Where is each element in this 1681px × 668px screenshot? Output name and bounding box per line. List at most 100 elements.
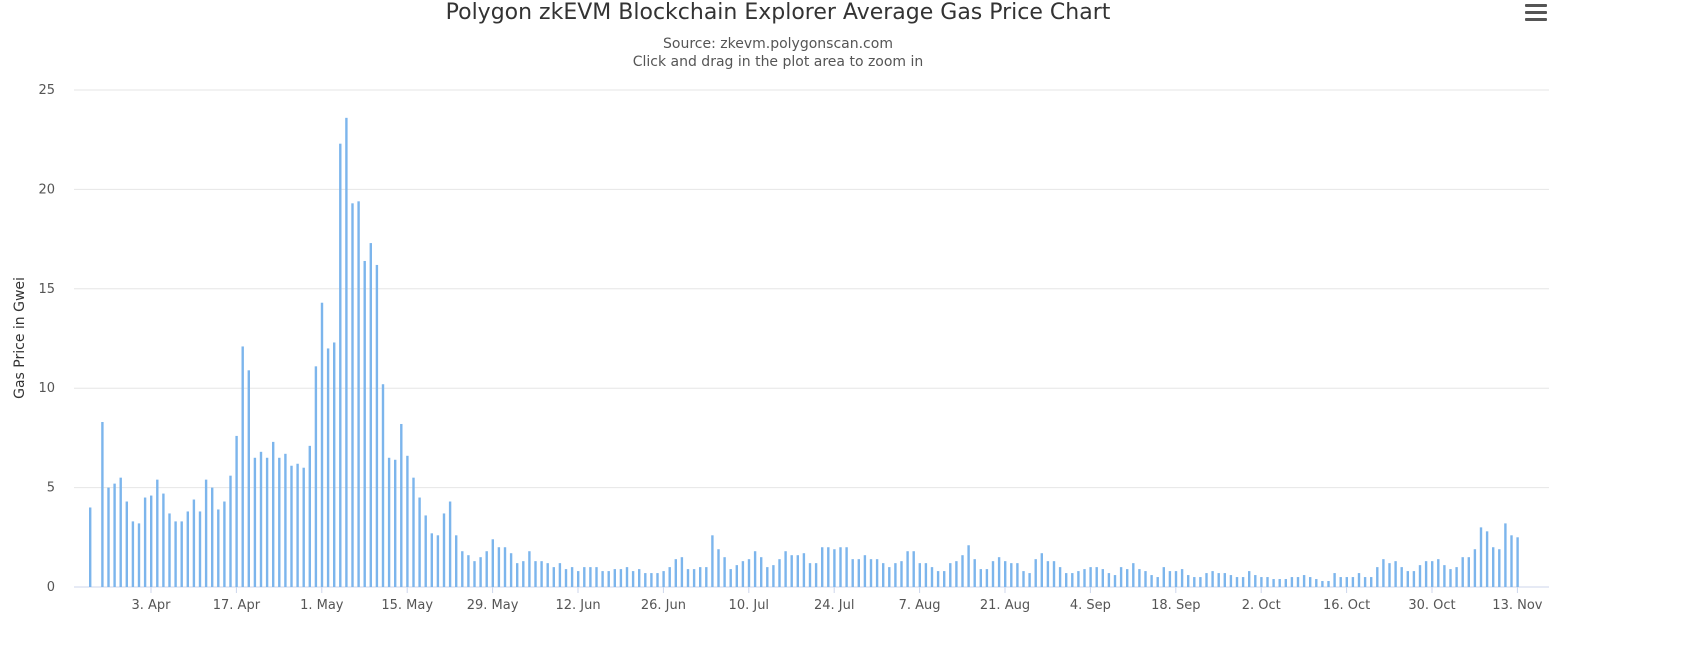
gas-price-bar[interactable]: [400, 423, 403, 587]
gas-price-bar[interactable]: [265, 457, 269, 587]
gas-price-bar[interactable]: [357, 201, 360, 587]
gas-price-bar[interactable]: [558, 563, 562, 587]
gas-price-bar[interactable]: [790, 555, 793, 587]
gas-price-bar[interactable]: [900, 561, 903, 587]
gas-price-bar[interactable]: [479, 557, 482, 587]
gas-price-bar[interactable]: [985, 569, 989, 587]
gas-price-bar[interactable]: [814, 563, 818, 587]
gas-price-bar[interactable]: [89, 507, 92, 587]
gas-price-bar[interactable]: [1144, 571, 1147, 587]
gas-price-bar[interactable]: [1065, 573, 1068, 587]
gas-price-bar[interactable]: [796, 555, 799, 587]
gas-price-bar[interactable]: [223, 501, 226, 587]
gas-price-bar[interactable]: [1357, 573, 1361, 587]
gas-price-bar[interactable]: [1290, 577, 1294, 587]
gas-price-bar[interactable]: [1205, 573, 1208, 587]
gas-price-bar[interactable]: [1095, 567, 1098, 587]
gas-price-bar[interactable]: [150, 495, 153, 587]
gas-price-bar[interactable]: [839, 547, 842, 587]
gas-price-bar[interactable]: [1455, 567, 1458, 587]
gas-price-bar[interactable]: [1437, 559, 1440, 587]
gas-price-bar[interactable]: [674, 559, 677, 587]
gas-price-bar[interactable]: [924, 563, 928, 587]
gas-price-bar[interactable]: [1132, 563, 1135, 587]
gas-price-bar[interactable]: [241, 346, 244, 587]
gas-price-bar[interactable]: [180, 521, 183, 587]
gas-price-bar[interactable]: [1248, 571, 1251, 587]
gas-price-bar[interactable]: [107, 487, 110, 587]
gas-price-bar[interactable]: [1119, 567, 1123, 587]
gas-price-bar[interactable]: [1217, 573, 1220, 587]
gas-price-bar[interactable]: [1107, 573, 1111, 587]
gas-price-bar[interactable]: [125, 501, 128, 587]
gas-price-bar[interactable]: [1467, 557, 1470, 587]
gas-price-bar[interactable]: [491, 539, 494, 587]
gas-price-bar[interactable]: [778, 559, 781, 587]
gas-price-bar[interactable]: [1034, 559, 1037, 587]
gas-price-bar[interactable]: [979, 569, 982, 587]
gas-price-bar[interactable]: [1016, 563, 1019, 587]
gas-price-bar[interactable]: [711, 535, 714, 587]
gas-price-bar[interactable]: [570, 567, 574, 587]
gas-price-bar[interactable]: [284, 453, 287, 587]
gas-price-bar[interactable]: [619, 569, 623, 587]
gas-price-bar[interactable]: [991, 561, 995, 587]
gas-price-bar[interactable]: [668, 567, 671, 587]
gas-price-bar[interactable]: [375, 264, 379, 587]
gas-price-bar[interactable]: [1309, 577, 1312, 587]
gas-price-bar[interactable]: [436, 535, 440, 587]
gas-price-bar[interactable]: [540, 561, 543, 587]
gas-price-bar[interactable]: [101, 421, 104, 587]
chart-menu-icon[interactable]: [1525, 4, 1547, 24]
gas-price-bar[interactable]: [882, 563, 885, 587]
gas-price-bar[interactable]: [461, 551, 464, 587]
gas-price-bar[interactable]: [339, 143, 342, 587]
gas-price-bar[interactable]: [1431, 561, 1434, 587]
gas-price-bar[interactable]: [680, 557, 684, 587]
gas-price-bar[interactable]: [943, 571, 946, 587]
gas-price-bar[interactable]: [967, 545, 970, 587]
gas-price-bar[interactable]: [949, 563, 952, 587]
gas-price-bar[interactable]: [168, 513, 171, 587]
gas-price-bar[interactable]: [156, 479, 159, 587]
gas-price-bar[interactable]: [784, 551, 787, 587]
gas-price-bar[interactable]: [1162, 567, 1165, 587]
gas-price-bar[interactable]: [1315, 579, 1318, 587]
gas-price-bar[interactable]: [1052, 561, 1056, 587]
gas-price-bar[interactable]: [235, 435, 238, 587]
gas-price-bar[interactable]: [448, 501, 452, 587]
gas-price-bar[interactable]: [503, 547, 507, 587]
gas-price-bar[interactable]: [198, 511, 202, 587]
gas-price-bar[interactable]: [1504, 523, 1507, 587]
gas-price-bar[interactable]: [1296, 577, 1300, 587]
gas-price-bar[interactable]: [692, 569, 696, 587]
gas-price-bar[interactable]: [406, 455, 409, 587]
gas-price-bar[interactable]: [1492, 547, 1495, 587]
gas-price-bar[interactable]: [418, 497, 421, 587]
gas-price-bar[interactable]: [430, 533, 433, 587]
gas-price-bar[interactable]: [625, 567, 629, 587]
gas-price-bar[interactable]: [723, 557, 726, 587]
gas-price-bar[interactable]: [1516, 537, 1519, 587]
gas-price-bar[interactable]: [833, 549, 836, 587]
gas-price-bar[interactable]: [656, 573, 659, 587]
gas-price-bar[interactable]: [955, 561, 958, 587]
gas-price-bar[interactable]: [997, 557, 1001, 587]
gas-price-bar[interactable]: [473, 561, 476, 587]
gas-price-bar[interactable]: [1479, 527, 1483, 587]
gas-price-bar[interactable]: [204, 479, 208, 587]
gas-price-bar[interactable]: [644, 573, 647, 587]
gas-price-bar[interactable]: [143, 497, 147, 587]
gas-price-bar[interactable]: [857, 559, 860, 587]
gas-price-bar[interactable]: [607, 571, 610, 587]
gas-price-bar[interactable]: [1174, 571, 1178, 587]
gas-price-bar[interactable]: [131, 521, 135, 587]
gas-price-bar[interactable]: [162, 493, 165, 587]
gas-price-bar[interactable]: [869, 559, 873, 587]
gas-price-bar[interactable]: [211, 487, 214, 587]
gas-price-bar[interactable]: [424, 515, 427, 587]
gas-price-bar[interactable]: [1388, 563, 1391, 587]
gas-price-bar[interactable]: [1370, 577, 1373, 587]
gas-price-bar[interactable]: [119, 477, 122, 587]
gas-price-bar[interactable]: [1150, 575, 1153, 587]
